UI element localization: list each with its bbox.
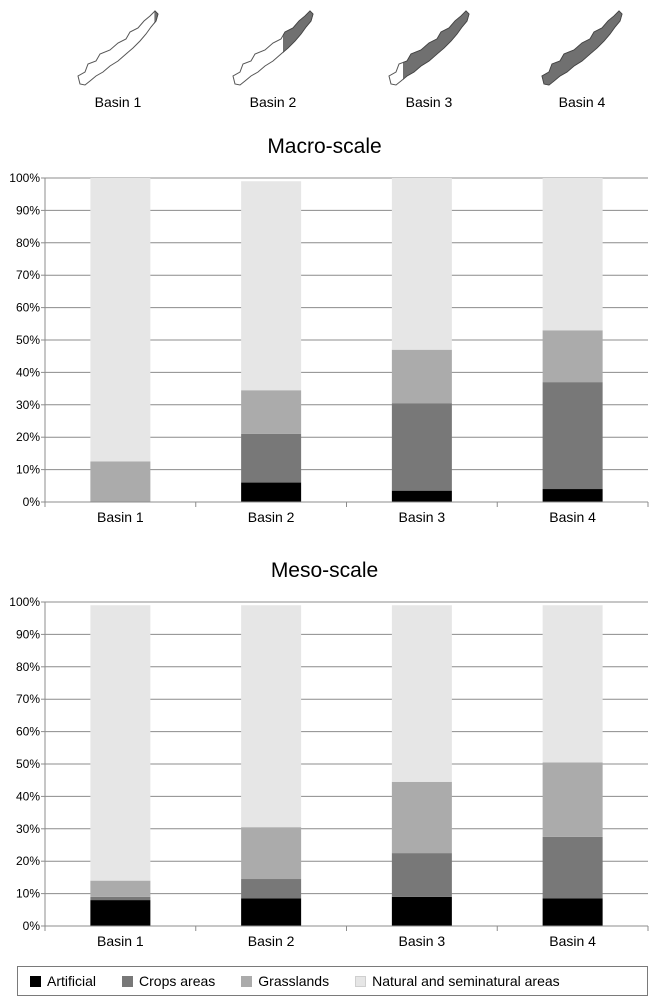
bar-segment: [241, 605, 302, 828]
basin-3-label: Basin 3: [405, 94, 453, 110]
meso-scale-chart: 0% 10% 20% 30% 40% 50% 60% 70% 80% 90% 100% Basin 1…: [9, 595, 649, 949]
legend-item-artificial: Artificial: [30, 973, 96, 989]
bar-segment: [542, 489, 603, 502]
bar-segment: [241, 827, 302, 880]
y-tick-label: 70%: [16, 692, 40, 706]
y-tick-label: 40%: [16, 789, 40, 803]
bar-segment: [90, 605, 151, 881]
x-category-label: Basin 4: [549, 509, 596, 525]
y-tick-label: 90%: [16, 627, 40, 641]
macro-scale-chart: 0% 10% 20% 30% 40% 50% 60% 70% 80% 90% 100% Basin 1…: [9, 171, 649, 525]
bar-segment: [542, 178, 603, 331]
legend-swatch-crops-areas: [122, 975, 134, 987]
y-tick-label: 60%: [16, 301, 40, 315]
basin-outline: [77, 10, 159, 86]
legend-label-artificial: Artificial: [47, 973, 97, 989]
legend-label-crops-areas: Crops areas: [139, 973, 216, 989]
basin-shaded-area: [541, 10, 623, 86]
basin-2-map: [232, 10, 314, 86]
y-tick-label: 50%: [16, 333, 40, 347]
basin-4-thumbnail: Basin 4: [522, 6, 642, 121]
bar-segment: [391, 178, 452, 350]
x-category-label: Basin 1: [97, 509, 144, 525]
x-category-label: Basin 3: [399, 933, 446, 949]
bar-segment: [241, 879, 302, 899]
bar-segment: [391, 853, 452, 897]
bar-segment: [542, 330, 603, 383]
legend-item-grasslands: Grasslands: [241, 973, 329, 989]
y-tick-label: 10%: [16, 463, 40, 477]
y-tick-label: 0%: [23, 495, 41, 509]
bar-segment: [542, 605, 603, 763]
x-category-label: Basin 2: [248, 509, 295, 525]
bar-segment: [90, 880, 151, 897]
y-tick-label: 80%: [16, 660, 40, 674]
bar-segment: [241, 390, 302, 434]
basin-shaded-area: [403, 10, 470, 80]
chart-legend: Artificial Crops areas Grasslands Natura…: [17, 966, 648, 996]
basin-2-thumbnail: Basin 2: [213, 6, 333, 121]
y-tick-label: 50%: [16, 757, 40, 771]
y-tick-label: 20%: [16, 854, 40, 868]
macro-scale-title: Macro-scale: [267, 135, 382, 158]
basin-4-label: Basin 4: [558, 94, 606, 110]
bar-segment: [391, 349, 452, 404]
y-tick-label: 100%: [9, 171, 40, 185]
basin-3-thumbnail: Basin 3: [369, 6, 489, 121]
y-tick-label: 0%: [23, 919, 41, 933]
legend-item-crops-areas: Crops areas: [122, 973, 215, 989]
x-category-label: Basin 2: [248, 933, 295, 949]
y-tick-label: 60%: [16, 725, 40, 739]
legend-swatch-grasslands: [241, 975, 253, 987]
y-tick-label: 10%: [16, 887, 40, 901]
basin-4-map: [541, 10, 623, 86]
bar-segment: [391, 605, 452, 782]
y-tick-label: 40%: [16, 365, 40, 379]
y-tick-label: 30%: [16, 822, 40, 836]
basin-shaded-area: [154, 10, 159, 24]
meso-scale-title: Meso-scale: [270, 559, 379, 582]
legend-label-natural-areas: Natural and seminatural areas: [372, 973, 560, 989]
x-category-label: Basin 1: [97, 933, 144, 949]
bar-segment: [542, 836, 603, 899]
bar-segment: [241, 898, 302, 926]
bar-segment: [90, 178, 151, 462]
basin-2-label: Basin 2: [249, 94, 297, 110]
legend-swatch-artificial: [30, 975, 41, 987]
y-tick-label: 80%: [16, 236, 40, 250]
legend-swatch-natural-areas: [355, 975, 367, 987]
bar-segment: [542, 898, 603, 926]
legend-item-natural-areas: Natural and seminatural areas: [355, 973, 560, 989]
basin-shaded-area: [283, 10, 314, 53]
bar-segment: [241, 181, 302, 391]
basin-thumbnails: Basin 1 Basin 2 Basin 3 Basin 4: [0, 0, 649, 130]
bar-segment: [90, 900, 151, 926]
bar-segment: [391, 403, 452, 491]
bar-segment: [241, 433, 302, 483]
bar-segment: [241, 482, 302, 502]
y-tick-label: 100%: [9, 595, 40, 609]
bar-segment: [391, 781, 452, 854]
bar-segment: [542, 762, 603, 837]
bar-segment: [391, 490, 452, 502]
basin-1-map: [77, 10, 159, 86]
legend-label-grasslands: Grasslands: [258, 973, 330, 989]
bar-segment: [391, 896, 452, 926]
y-tick-label: 90%: [16, 203, 40, 217]
y-tick-label: 20%: [16, 430, 40, 444]
x-category-label: Basin 3: [399, 509, 446, 525]
y-tick-label: 30%: [16, 398, 40, 412]
basin-3-map: [388, 10, 470, 86]
basin-1-label: Basin 1: [94, 94, 142, 110]
bar-segment: [90, 461, 151, 502]
bar-segment: [542, 382, 603, 490]
bar-segment: [90, 896, 151, 901]
basin-1-thumbnail: Basin 1: [58, 6, 178, 121]
x-category-label: Basin 4: [549, 933, 596, 949]
y-tick-label: 70%: [16, 268, 40, 282]
